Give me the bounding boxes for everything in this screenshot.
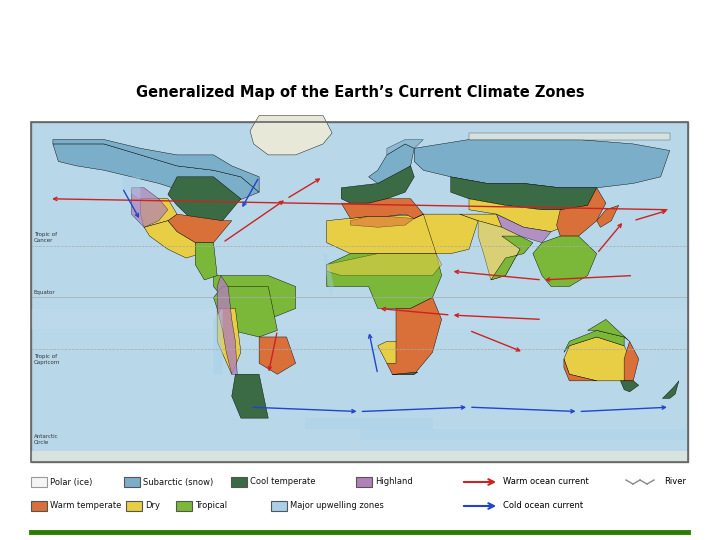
Polygon shape xyxy=(414,214,478,254)
Bar xyxy=(231,477,247,487)
Polygon shape xyxy=(217,308,241,374)
Bar xyxy=(176,501,192,511)
Text: Highland: Highland xyxy=(375,477,413,487)
Polygon shape xyxy=(122,177,140,199)
Polygon shape xyxy=(214,275,296,320)
Polygon shape xyxy=(597,205,618,227)
Polygon shape xyxy=(662,381,679,399)
Polygon shape xyxy=(53,139,259,192)
Polygon shape xyxy=(53,144,259,205)
Text: Antarctic
Circle: Antarctic Circle xyxy=(34,434,58,445)
Text: Generalized Map of the Earth’s Current Climate Zones: Generalized Map of the Earth’s Current C… xyxy=(135,85,585,100)
Polygon shape xyxy=(217,275,237,374)
Polygon shape xyxy=(564,330,624,352)
Polygon shape xyxy=(214,287,277,337)
Polygon shape xyxy=(369,144,414,184)
Polygon shape xyxy=(621,381,639,392)
Text: Cool temperate: Cool temperate xyxy=(250,477,315,487)
Polygon shape xyxy=(564,337,634,381)
Polygon shape xyxy=(232,374,269,418)
Text: Subarctic (snow): Subarctic (snow) xyxy=(143,477,213,487)
Polygon shape xyxy=(478,221,520,280)
Bar xyxy=(31,477,47,487)
Bar xyxy=(271,501,287,511)
Text: Major upwelling zones: Major upwelling zones xyxy=(290,502,384,510)
Polygon shape xyxy=(305,418,433,429)
Polygon shape xyxy=(387,139,423,155)
Polygon shape xyxy=(392,372,418,374)
Polygon shape xyxy=(259,337,296,374)
Text: River: River xyxy=(664,477,686,487)
Bar xyxy=(356,477,372,487)
Polygon shape xyxy=(140,199,177,227)
Text: Tropic of
Cancer: Tropic of Cancer xyxy=(34,232,57,243)
Polygon shape xyxy=(351,214,423,227)
Polygon shape xyxy=(327,214,436,254)
Polygon shape xyxy=(624,341,639,381)
Polygon shape xyxy=(168,214,232,242)
Polygon shape xyxy=(460,214,502,227)
Bar xyxy=(31,501,47,511)
Bar xyxy=(124,477,140,487)
Text: Polar (ice): Polar (ice) xyxy=(50,477,92,487)
Polygon shape xyxy=(31,451,688,462)
Polygon shape xyxy=(250,116,332,155)
Polygon shape xyxy=(469,133,670,139)
Polygon shape xyxy=(387,298,441,374)
Polygon shape xyxy=(341,166,414,203)
Bar xyxy=(31,122,688,462)
Text: Cold ocean current: Cold ocean current xyxy=(503,502,583,510)
Polygon shape xyxy=(195,242,217,280)
Text: 7-1 What Factors Influence Climate?: 7-1 What Factors Influence Climate? xyxy=(27,25,564,51)
Polygon shape xyxy=(359,429,688,440)
Polygon shape xyxy=(214,308,222,374)
Polygon shape xyxy=(327,254,441,275)
Text: Dry: Dry xyxy=(145,502,160,510)
Polygon shape xyxy=(327,254,441,308)
Polygon shape xyxy=(323,254,334,298)
Polygon shape xyxy=(341,199,423,219)
Polygon shape xyxy=(144,221,201,258)
Polygon shape xyxy=(378,341,396,363)
Polygon shape xyxy=(168,177,241,232)
Polygon shape xyxy=(414,139,670,188)
Bar xyxy=(31,309,688,329)
Polygon shape xyxy=(131,188,168,227)
Text: Tropical: Tropical xyxy=(195,502,227,510)
Polygon shape xyxy=(496,214,551,242)
Bar xyxy=(126,501,142,511)
Polygon shape xyxy=(451,177,597,210)
Polygon shape xyxy=(564,359,597,381)
Text: Warm temperate: Warm temperate xyxy=(50,502,122,510)
Polygon shape xyxy=(588,320,629,341)
Polygon shape xyxy=(557,188,606,236)
Polygon shape xyxy=(469,199,588,232)
Text: Equator: Equator xyxy=(34,291,55,295)
Text: Tropic of
Capricorn: Tropic of Capricorn xyxy=(34,354,60,365)
Text: Warm ocean current: Warm ocean current xyxy=(503,477,589,487)
Polygon shape xyxy=(491,236,533,280)
Bar xyxy=(31,122,688,462)
Polygon shape xyxy=(533,236,597,287)
